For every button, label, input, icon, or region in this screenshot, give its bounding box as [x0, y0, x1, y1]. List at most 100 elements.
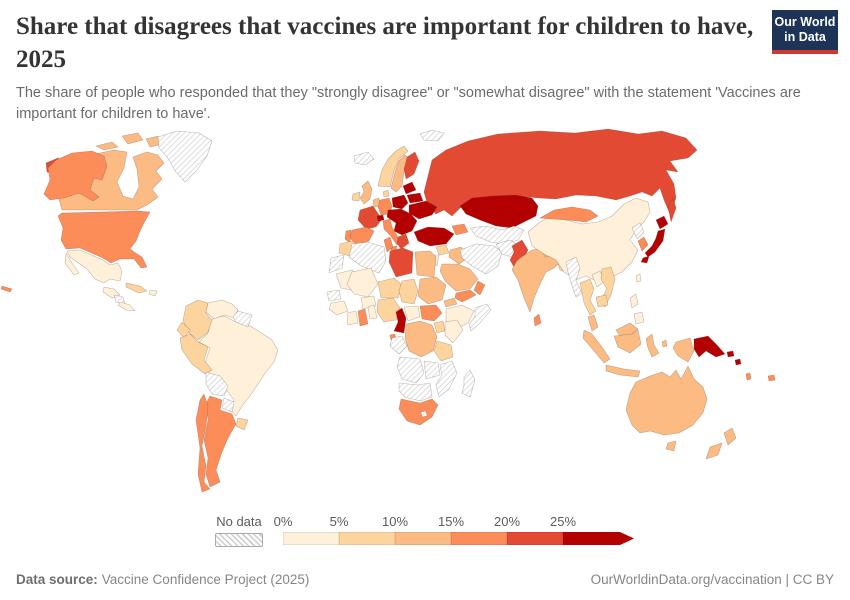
country-norway[interactable] — [377, 145, 409, 188]
country-iran[interactable] — [459, 243, 503, 275]
country-hispaniola[interactable] — [148, 289, 158, 297]
country-guinea[interactable] — [328, 300, 349, 316]
country-tunisia[interactable] — [383, 236, 394, 253]
country-svalbard[interactable] — [419, 129, 445, 142]
country-finland[interactable] — [403, 151, 420, 180]
country-cambodia[interactable] — [595, 294, 609, 308]
country-poland[interactable] — [391, 194, 409, 210]
country-usa-hawaii[interactable] — [0, 285, 13, 293]
country-greenland[interactable] — [157, 130, 213, 183]
country-guyana-suriname[interactable] — [232, 310, 253, 328]
country-lesotho[interactable] — [420, 410, 428, 418]
country-greece[interactable] — [396, 233, 410, 250]
country-south-sudan[interactable] — [419, 304, 443, 322]
country-ghana[interactable] — [357, 308, 369, 327]
country-philippines[interactable] — [629, 293, 645, 325]
owid-logo[interactable]: Our World in Data — [772, 10, 838, 54]
country-turkey[interactable] — [413, 226, 455, 247]
country-gabon-congo[interactable] — [389, 335, 408, 355]
country-mali[interactable] — [346, 267, 379, 298]
country-costa-rica-panama[interactable] — [117, 301, 136, 312]
country-malaysia[interactable] — [587, 314, 639, 337]
country-uruguay[interactable] — [235, 417, 249, 431]
country-central-europe[interactable] — [386, 208, 418, 236]
country-canada-islands[interactable] — [95, 132, 163, 151]
country-solomon-islands[interactable] — [726, 350, 742, 366]
country-uganda[interactable] — [433, 320, 446, 334]
country-japan[interactable] — [640, 215, 669, 264]
country-western-sahara[interactable] — [328, 254, 345, 274]
country-yemen[interactable] — [454, 289, 477, 303]
country-nigeria[interactable] — [376, 297, 401, 323]
country-fiji-vanuatu[interactable] — [745, 372, 776, 382]
country-algeria[interactable] — [348, 241, 387, 274]
legend-swatch-5-10[interactable] — [339, 532, 395, 545]
country-senegal[interactable] — [326, 289, 342, 302]
country-drc[interactable] — [404, 320, 438, 358]
country-spain[interactable] — [349, 226, 375, 246]
country-somalia[interactable] — [468, 303, 492, 332]
country-zambia[interactable] — [423, 360, 441, 380]
country-ireland[interactable] — [351, 191, 361, 202]
country-switzerland[interactable] — [376, 214, 385, 222]
legend-swatch-0-5[interactable] — [283, 532, 339, 545]
legend-no-data-swatch[interactable] — [215, 533, 263, 547]
country-bolivia[interactable] — [205, 371, 229, 397]
country-tanzania[interactable] — [433, 340, 454, 362]
country-oman[interactable] — [473, 280, 486, 296]
country-argentina[interactable] — [203, 395, 237, 488]
country-myanmar[interactable] — [565, 256, 583, 298]
country-chile[interactable] — [195, 393, 211, 493]
legend-swatch-25-plus[interactable] — [563, 532, 634, 545]
country-egypt[interactable] — [414, 250, 437, 278]
country-caucasus[interactable] — [451, 223, 469, 236]
country-france[interactable] — [357, 205, 383, 230]
country-chad[interactable] — [398, 278, 419, 305]
country-indonesia[interactable] — [582, 329, 695, 378]
country-russia-sakhalin[interactable] — [667, 197, 677, 223]
country-namibia-botswana[interactable] — [398, 382, 433, 402]
country-south-africa[interactable] — [398, 398, 439, 426]
country-sri-lanka[interactable] — [533, 313, 542, 327]
country-central-african-republic[interactable] — [403, 305, 421, 322]
country-belarus[interactable] — [406, 192, 424, 204]
country-cuba[interactable] — [125, 282, 148, 294]
country-mozambique-zimbabwe[interactable] — [435, 360, 458, 398]
country-south-korea[interactable] — [637, 236, 649, 252]
country-iceland[interactable] — [353, 151, 375, 166]
legend-swatch-20-25[interactable] — [507, 532, 563, 545]
country-brazil[interactable] — [198, 315, 279, 417]
country-kazakhstan[interactable] — [459, 194, 539, 229]
country-baltics[interactable] — [402, 181, 417, 195]
country-angola[interactable] — [396, 356, 425, 384]
country-australia[interactable] — [625, 365, 708, 452]
country-madagascar[interactable] — [461, 369, 476, 398]
country-new-zealand[interactable] — [705, 427, 737, 460]
country-usa-alaska[interactable] — [43, 150, 108, 202]
country-mexico[interactable] — [64, 249, 123, 284]
country-kenya[interactable] — [444, 319, 464, 344]
country-denmark[interactable] — [382, 189, 390, 198]
country-syria[interactable] — [435, 244, 450, 256]
country-taiwan[interactable] — [635, 273, 642, 283]
country-mongolia[interactable] — [539, 206, 599, 223]
country-portugal[interactable] — [344, 229, 352, 244]
country-benin-togo[interactable] — [367, 304, 378, 320]
country-ivory-coast[interactable] — [346, 310, 359, 326]
country-usa[interactable] — [57, 210, 151, 269]
country-papua-new-guinea[interactable] — [693, 335, 726, 358]
country-sudan[interactable] — [417, 276, 447, 305]
country-central-asia[interactable] — [469, 225, 525, 245]
country-uk[interactable] — [359, 180, 373, 205]
country-paraguay[interactable] — [221, 397, 235, 413]
country-eritrea[interactable] — [443, 297, 458, 308]
legend-swatch-15-20[interactable] — [451, 532, 507, 545]
legend-swatch-10-15[interactable] — [395, 532, 451, 545]
country-north-korea[interactable] — [631, 222, 645, 240]
country-cameroon[interactable] — [393, 307, 407, 334]
country-peru[interactable] — [179, 333, 213, 375]
country-thailand[interactable] — [579, 278, 597, 316]
country-saudi-arabia[interactable] — [439, 263, 479, 292]
country-libya[interactable] — [388, 247, 414, 278]
rights-link[interactable]: OurWorldinData.org/vaccination | CC BY — [590, 572, 834, 587]
